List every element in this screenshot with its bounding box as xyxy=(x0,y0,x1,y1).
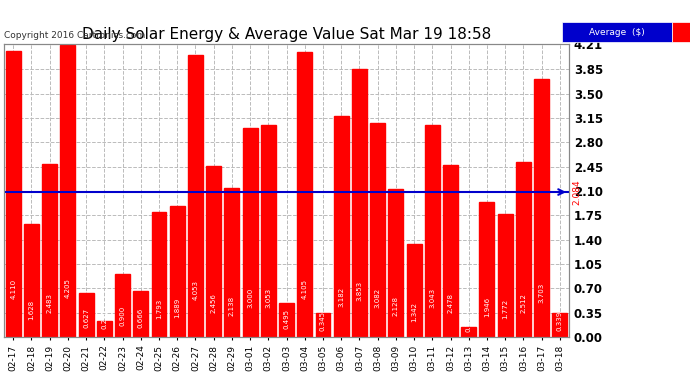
Bar xyxy=(152,212,166,337)
Title: Daily Solar Energy & Average Value Sat Mar 19 18:58: Daily Solar Energy & Average Value Sat M… xyxy=(82,27,491,42)
Text: 0.236: 0.236 xyxy=(101,309,108,329)
Bar xyxy=(133,291,148,337)
Text: 3.000: 3.000 xyxy=(247,288,253,308)
Bar xyxy=(534,80,549,337)
Text: Average  ($): Average ($) xyxy=(589,27,645,36)
Text: 1.628: 1.628 xyxy=(28,300,34,320)
Text: 2.512: 2.512 xyxy=(520,292,526,312)
Text: 1.793: 1.793 xyxy=(156,298,162,318)
Text: 0.345: 0.345 xyxy=(320,310,326,331)
Bar xyxy=(370,123,385,337)
Bar xyxy=(352,69,367,337)
Text: 3.853: 3.853 xyxy=(357,281,362,302)
Bar xyxy=(388,189,404,337)
Bar xyxy=(261,124,276,337)
Bar xyxy=(24,224,39,337)
Text: 2.084: 2.084 xyxy=(0,179,1,205)
Text: 1.342: 1.342 xyxy=(411,302,417,322)
Text: 0.146: 0.146 xyxy=(466,312,472,332)
Bar xyxy=(243,128,257,337)
Bar xyxy=(461,327,476,337)
Bar xyxy=(97,321,112,337)
Text: 3.703: 3.703 xyxy=(539,282,544,303)
Bar xyxy=(224,188,239,337)
Text: 1.772: 1.772 xyxy=(502,298,508,319)
Text: Copyright 2016 Cartronics.com: Copyright 2016 Cartronics.com xyxy=(4,32,146,40)
Bar xyxy=(206,166,221,337)
Bar xyxy=(279,303,294,337)
Text: 1.889: 1.889 xyxy=(175,297,180,318)
Bar xyxy=(334,116,348,337)
Bar xyxy=(42,164,57,337)
Text: 0.900: 0.900 xyxy=(119,306,126,326)
Bar xyxy=(297,51,313,337)
Bar xyxy=(170,206,185,337)
Text: 3.043: 3.043 xyxy=(429,288,435,308)
Bar xyxy=(497,214,513,337)
Bar xyxy=(79,293,94,337)
Text: 3.082: 3.082 xyxy=(375,288,381,308)
Text: 4.053: 4.053 xyxy=(193,280,199,300)
Text: 3.053: 3.053 xyxy=(266,288,271,308)
Bar xyxy=(516,162,531,337)
Text: 2.138: 2.138 xyxy=(229,296,235,316)
Bar xyxy=(425,125,440,337)
Text: 0.339: 0.339 xyxy=(557,310,563,331)
Text: 0.666: 0.666 xyxy=(138,308,144,328)
Text: 4.110: 4.110 xyxy=(10,279,17,299)
Text: 2.456: 2.456 xyxy=(210,293,217,313)
Bar xyxy=(188,55,203,337)
Bar xyxy=(443,165,458,337)
Text: 1.946: 1.946 xyxy=(484,297,490,317)
Text: 2.483: 2.483 xyxy=(47,293,52,313)
Text: 2.478: 2.478 xyxy=(448,293,453,313)
Text: 4.205: 4.205 xyxy=(65,279,71,298)
Text: 3.182: 3.182 xyxy=(338,287,344,307)
Bar xyxy=(315,313,331,337)
Text: 0.627: 0.627 xyxy=(83,308,89,328)
Bar xyxy=(115,274,130,337)
Bar xyxy=(552,314,567,337)
Text: 2.128: 2.128 xyxy=(393,296,399,316)
Text: 0.495: 0.495 xyxy=(284,309,290,329)
Bar xyxy=(406,244,422,337)
Bar xyxy=(480,202,495,337)
Bar xyxy=(6,51,21,337)
Text: 2.084: 2.084 xyxy=(573,179,582,205)
Bar xyxy=(61,45,75,337)
Text: 4.105: 4.105 xyxy=(302,279,308,299)
